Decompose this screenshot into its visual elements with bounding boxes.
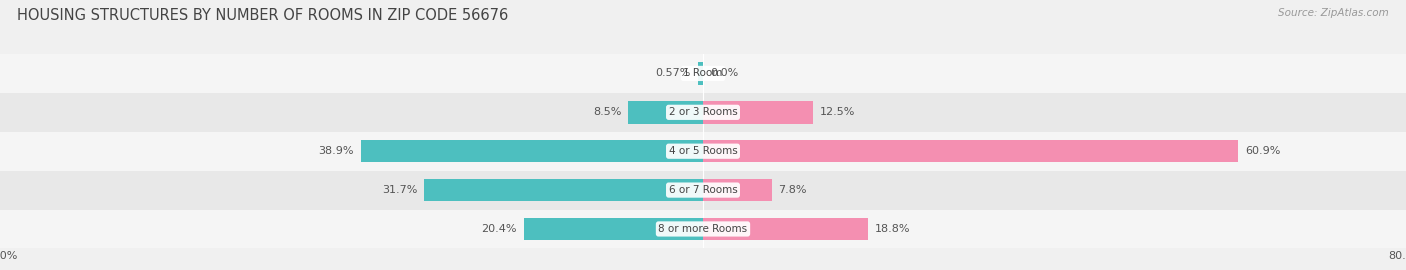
- Bar: [0, 93, 1406, 132]
- Bar: [628, 101, 703, 124]
- Bar: [703, 101, 813, 124]
- Bar: [703, 140, 1239, 163]
- Bar: [0, 210, 1406, 248]
- Bar: [524, 218, 703, 240]
- Text: 31.7%: 31.7%: [382, 185, 418, 195]
- Text: 20.4%: 20.4%: [481, 224, 517, 234]
- Text: 60.9%: 60.9%: [1246, 146, 1281, 156]
- Bar: [0, 171, 1406, 210]
- Text: 7.8%: 7.8%: [779, 185, 807, 195]
- Bar: [697, 62, 703, 85]
- Text: 8.5%: 8.5%: [593, 107, 621, 117]
- Text: 4 or 5 Rooms: 4 or 5 Rooms: [669, 146, 737, 156]
- Text: 12.5%: 12.5%: [820, 107, 855, 117]
- Text: 8 or more Rooms: 8 or more Rooms: [658, 224, 748, 234]
- Text: HOUSING STRUCTURES BY NUMBER OF ROOMS IN ZIP CODE 56676: HOUSING STRUCTURES BY NUMBER OF ROOMS IN…: [17, 8, 508, 23]
- Text: 0.0%: 0.0%: [710, 68, 738, 79]
- Bar: [703, 218, 869, 240]
- Bar: [0, 54, 1406, 93]
- Text: 18.8%: 18.8%: [875, 224, 911, 234]
- Text: 2 or 3 Rooms: 2 or 3 Rooms: [669, 107, 737, 117]
- Bar: [425, 179, 703, 201]
- Bar: [361, 140, 703, 163]
- Text: 0.57%: 0.57%: [655, 68, 690, 79]
- Text: 1 Room: 1 Room: [683, 68, 723, 79]
- Bar: [0, 132, 1406, 171]
- Text: Source: ZipAtlas.com: Source: ZipAtlas.com: [1278, 8, 1389, 18]
- Bar: [703, 179, 772, 201]
- Text: 38.9%: 38.9%: [319, 146, 354, 156]
- Text: 6 or 7 Rooms: 6 or 7 Rooms: [669, 185, 737, 195]
